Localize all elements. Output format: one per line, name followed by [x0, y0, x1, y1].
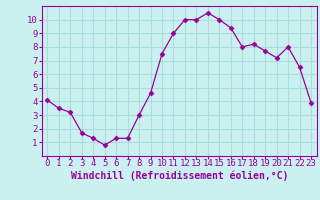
X-axis label: Windchill (Refroidissement éolien,°C): Windchill (Refroidissement éolien,°C)	[70, 171, 288, 181]
